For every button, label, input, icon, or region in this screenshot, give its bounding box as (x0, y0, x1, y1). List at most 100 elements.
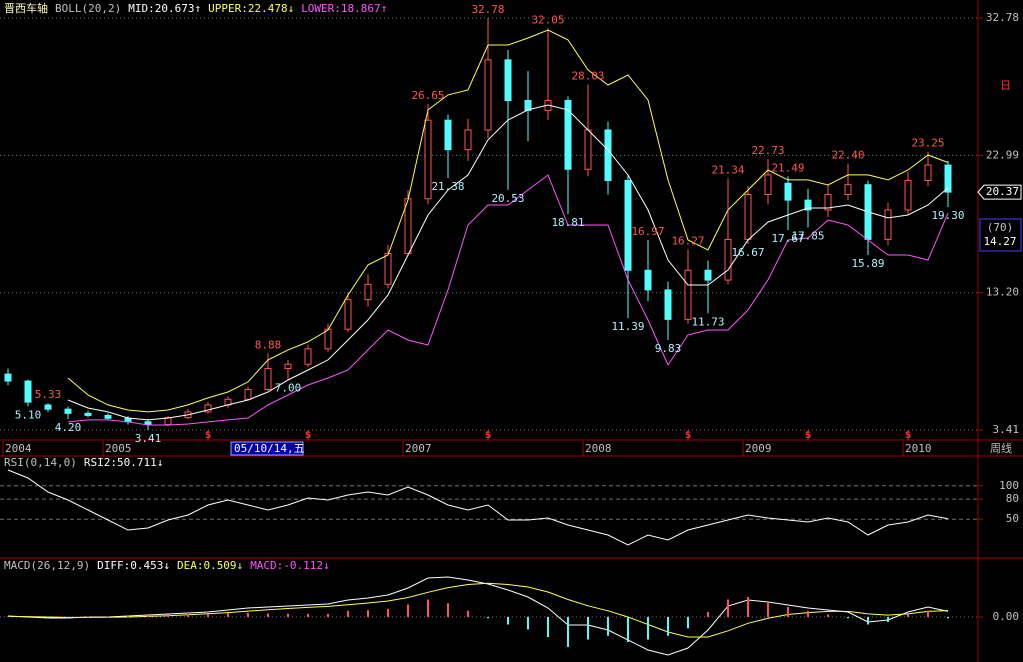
macd-bar (467, 610, 469, 617)
macd-bar (27, 617, 29, 618)
x-tick-label: 2008 (585, 442, 612, 455)
info-box (979, 218, 1022, 252)
signal-mark: $ (205, 428, 212, 441)
macd-bar (687, 617, 689, 629)
low-label: 15.89 (851, 257, 884, 270)
candle-body (584, 129, 592, 170)
y-tick-label: 3.41 (993, 423, 1020, 436)
candle-body (324, 328, 332, 350)
panel-title: RSI(0,14,0) (4, 456, 77, 469)
candle-body (364, 283, 372, 301)
macd-bar (527, 617, 529, 630)
y-tick-label: 0.00 (993, 610, 1020, 623)
macd-bar (167, 614, 169, 617)
macd-bar (187, 614, 189, 617)
macd-bar (67, 617, 69, 618)
macd-bar (347, 610, 349, 617)
candle-body (204, 404, 212, 413)
macd-bar (627, 617, 629, 642)
macd-bar (227, 613, 229, 617)
y-tick-label: 13.20 (986, 286, 1019, 299)
last-price-label: 20.37 (986, 185, 1019, 198)
high-label: 23.25 (911, 137, 944, 150)
y-tick-label: 32.78 (986, 11, 1019, 24)
x-tick-label: 2009 (745, 442, 772, 455)
macd-bar (147, 615, 149, 617)
legend-entry: UPPER:22.478↓ (208, 2, 294, 15)
macd-bar (327, 613, 329, 617)
macd-bar (427, 599, 429, 617)
candle-body (104, 414, 112, 419)
candle-body (264, 367, 272, 391)
candle-body (244, 389, 252, 400)
low-label: 20.53 (491, 192, 524, 205)
macd-bar (87, 616, 89, 617)
high-label: 32.78 (471, 3, 504, 16)
macd-bar (847, 617, 849, 619)
candle-body (344, 299, 352, 330)
y-tick-label: 50 (1006, 512, 1019, 525)
macd-bar (367, 610, 369, 617)
period-label: 周线 (990, 441, 1012, 455)
legend-entry: MID:20.673↑ (128, 2, 201, 15)
macd-bar (827, 614, 829, 617)
candle-body (464, 129, 472, 151)
macd-bar (907, 614, 909, 617)
macd-bar (207, 614, 209, 617)
series-line (67, 104, 949, 421)
candle-body (624, 179, 632, 271)
macd-bar (887, 617, 889, 622)
macd-bar (507, 617, 509, 625)
candle-body (684, 269, 692, 320)
macd-bar (287, 613, 289, 617)
candle-body (724, 238, 732, 281)
candle-body (284, 363, 292, 369)
macd-bar (267, 613, 269, 617)
macd-bar (767, 602, 769, 617)
candle-body (304, 348, 312, 365)
x-tick-label: 2005 (105, 442, 132, 455)
macd-bar (607, 617, 609, 636)
candle-body (144, 421, 152, 426)
cursor-box (230, 441, 304, 456)
low-label: 5.10 (15, 408, 42, 421)
candle-body (24, 380, 32, 403)
candle-body (944, 164, 952, 193)
low-label: 18.81 (551, 216, 584, 229)
macd-bar (7, 616, 9, 617)
macd-bar (787, 607, 789, 617)
x-tick-label: 2004 (5, 442, 32, 455)
candle-body (384, 252, 392, 285)
candle-body (904, 179, 912, 211)
low-label: 17.85 (791, 229, 824, 242)
high-label: 22.73 (751, 144, 784, 157)
macd-bar (107, 616, 109, 618)
high-label: 16.27 (671, 235, 704, 248)
candle-body (564, 100, 572, 170)
x-tick-label: 2007 (405, 442, 432, 455)
candle-body (884, 209, 892, 240)
macd-bar (447, 603, 449, 617)
candle-body (444, 119, 452, 151)
low-label: 17.67 (771, 232, 804, 245)
series-line (67, 174, 949, 426)
info-text: 14.27 (983, 235, 1016, 248)
macd-bar (947, 617, 949, 619)
series-line (7, 576, 949, 656)
macd-bar (547, 617, 549, 637)
indicator-name: BOLL(20,2) (55, 2, 121, 15)
low-label: 21.38 (431, 180, 464, 193)
candle-body (4, 373, 12, 382)
macd-bar (927, 610, 929, 617)
high-label: 32.05 (531, 13, 564, 26)
macd-bar (487, 617, 489, 619)
y-tick-label: 22.99 (986, 148, 1019, 161)
legend-entry: RSI2:50.711↓ (84, 456, 163, 469)
last-price-pointer (977, 184, 1022, 200)
candle-body (784, 182, 792, 201)
y-tick-label: 100 (999, 479, 1019, 492)
low-label: 19.30 (931, 209, 964, 222)
candle-body (644, 269, 652, 291)
